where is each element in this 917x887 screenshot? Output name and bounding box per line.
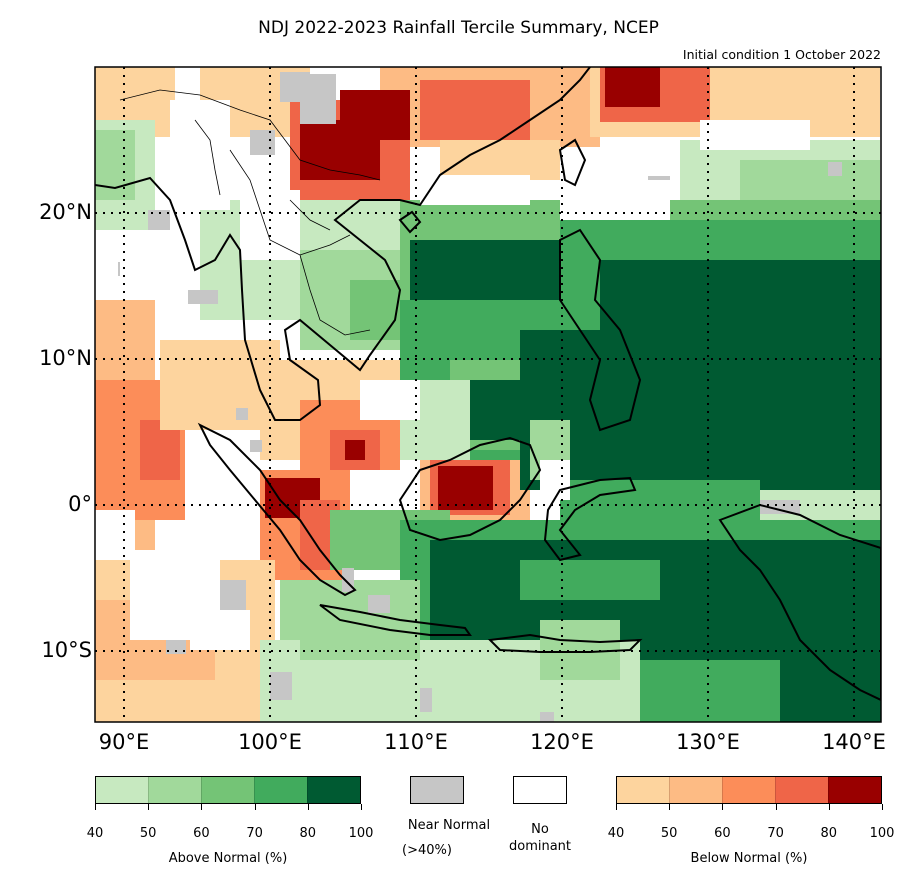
map-frame (94, 66, 882, 723)
above-normal-label: Above Normal (%) (168, 851, 288, 866)
below-normal-color-2 (722, 777, 775, 803)
below-normal-color-4 (828, 777, 881, 803)
no-dominant-swatch (513, 776, 567, 804)
gridlines (95, 67, 881, 722)
above-normal-tickmark (201, 804, 203, 810)
above-normal-color-2 (201, 777, 254, 803)
lat-label-20n: 20°N (39, 200, 92, 224)
below-normal-tick-label: 80 (820, 826, 838, 841)
lon-label-100e: 100°E (238, 730, 302, 754)
above-normal-tickmark (148, 804, 150, 810)
above-normal-tickmark (95, 804, 96, 810)
lat-label-10s: 10°S (41, 638, 92, 662)
lat-label-10n: 10°N (39, 346, 92, 370)
below-normal-tickmark (616, 804, 617, 810)
below-normal-tickmark (669, 804, 671, 810)
above-normal-tickmark (254, 804, 256, 810)
below-normal-color-3 (775, 777, 828, 803)
below-normal-tick-label: 50 (660, 826, 678, 841)
below-normal-tick-label: 40 (607, 826, 625, 841)
above-normal-color-1 (148, 777, 201, 803)
above-normal-tick-label: 40 (86, 826, 104, 841)
near-normal-label: Near Normal (407, 818, 491, 833)
above-normal-tickmark (307, 804, 309, 810)
no-dominant-label: No (531, 822, 549, 837)
below-normal-tickmark (775, 804, 777, 810)
below-normal-label: Below Normal (%) (690, 851, 808, 866)
lon-label-110e: 110°E (384, 730, 448, 754)
above-normal-tickmark (361, 804, 362, 810)
above-normal-color-3 (254, 777, 307, 803)
above-normal-color-4 (307, 777, 360, 803)
above-normal-colorbar (95, 776, 361, 804)
below-normal-tickmark (722, 804, 724, 810)
near-normal-swatch (410, 776, 464, 804)
below-normal-colorbar (616, 776, 882, 804)
lat-label-0: 0° (68, 492, 92, 516)
country-borders (119, 89, 381, 336)
above-normal-tick-label: 100 (348, 826, 374, 841)
lon-label-120e: 120°E (530, 730, 594, 754)
below-normal-tickmark (882, 804, 883, 810)
lon-label-130e: 130°E (676, 730, 740, 754)
above-normal-tick-label: 60 (193, 826, 210, 841)
chart-title: NDJ 2022-2023 Rainfall Tercile Summary, … (258, 18, 659, 38)
above-normal-tick-label: 50 (139, 826, 157, 841)
below-normal-color-1 (669, 777, 722, 803)
above-normal-tick-label: 80 (299, 826, 317, 841)
below-normal-tick-label: 100 (869, 826, 895, 841)
above-normal-regions (95, 120, 881, 722)
below-normal-tickmark (828, 804, 830, 810)
below-normal-color-0 (617, 777, 669, 803)
above-normal-tick-label: 70 (246, 826, 263, 841)
initial-condition-label: Initial condition 1 October 2022 (682, 47, 881, 62)
lon-label-90e: 90°E (98, 730, 150, 754)
below-normal-tick-label: 60 (714, 826, 731, 841)
below-normal-regions (95, 67, 880, 722)
no-dominant-sublabel: dominant (508, 839, 572, 854)
near-normal-sublabel: (>40%) (402, 843, 452, 858)
above-normal-color-0 (96, 777, 148, 803)
below-normal-tick-label: 70 (767, 826, 784, 841)
no-dominant-regions (95, 100, 810, 650)
lon-label-140e: 140°E (822, 730, 886, 754)
